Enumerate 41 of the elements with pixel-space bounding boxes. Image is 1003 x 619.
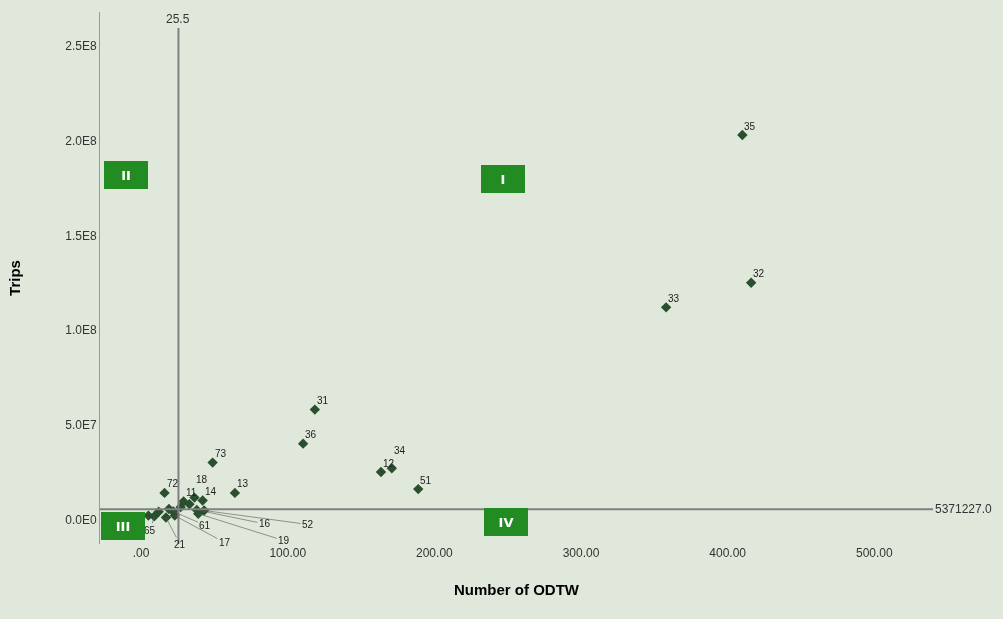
annotation: 19 bbox=[278, 535, 290, 546]
annotation: 72 bbox=[167, 478, 179, 489]
annotation: 51 bbox=[420, 475, 432, 486]
annotation: I bbox=[500, 171, 506, 187]
annotation: 35 bbox=[744, 121, 756, 132]
x-tick-label: 400.00 bbox=[709, 546, 747, 560]
annotation: 11 bbox=[186, 487, 197, 498]
ref-line-label: 25.5 bbox=[166, 12, 190, 26]
annotation: 32 bbox=[753, 268, 765, 279]
annotation: 13 bbox=[237, 478, 249, 489]
annotation: II bbox=[121, 167, 131, 183]
x-tick-label: 500.00 bbox=[855, 546, 894, 560]
x-tick-label: 300.00 bbox=[562, 546, 600, 560]
annotation: 73 bbox=[215, 448, 227, 459]
y-tick-label: 2.0E8 bbox=[65, 133, 97, 148]
y-axis-title: Trips bbox=[6, 260, 24, 296]
annotation: 52 bbox=[302, 519, 314, 530]
annotation: 16 bbox=[259, 518, 271, 529]
annotation: 14 bbox=[205, 486, 217, 497]
annotation: 33 bbox=[668, 293, 680, 304]
annotation: 12 bbox=[383, 458, 395, 469]
x-tick-label: 200.00 bbox=[416, 546, 454, 560]
ref-line-label: 5371227.0 bbox=[935, 502, 993, 516]
y-tick-label: 1.5E8 bbox=[65, 228, 97, 243]
x-tick-label: .00 bbox=[132, 546, 150, 560]
y-tick-label: 1.0E8 bbox=[65, 323, 97, 338]
annotation: 34 bbox=[394, 445, 406, 456]
x-axis-title: Number of ODTW bbox=[454, 581, 580, 598]
annotation: 18 bbox=[196, 474, 208, 485]
annotation: 17 bbox=[219, 537, 231, 548]
annotation: III bbox=[115, 518, 131, 534]
y-tick-label: 5.0E7 bbox=[65, 417, 97, 432]
x-tick-label: 100.00 bbox=[269, 546, 307, 560]
annotation: IV bbox=[498, 514, 514, 530]
annotation: 61 bbox=[199, 520, 211, 531]
annotation: 31 bbox=[317, 395, 329, 406]
annotation: 36 bbox=[305, 429, 317, 440]
annotation: 65 bbox=[144, 525, 156, 536]
y-tick-label: 0.0E0 bbox=[65, 512, 97, 527]
y-tick-label: 2.5E8 bbox=[65, 39, 97, 54]
annotation: 21 bbox=[174, 539, 186, 550]
